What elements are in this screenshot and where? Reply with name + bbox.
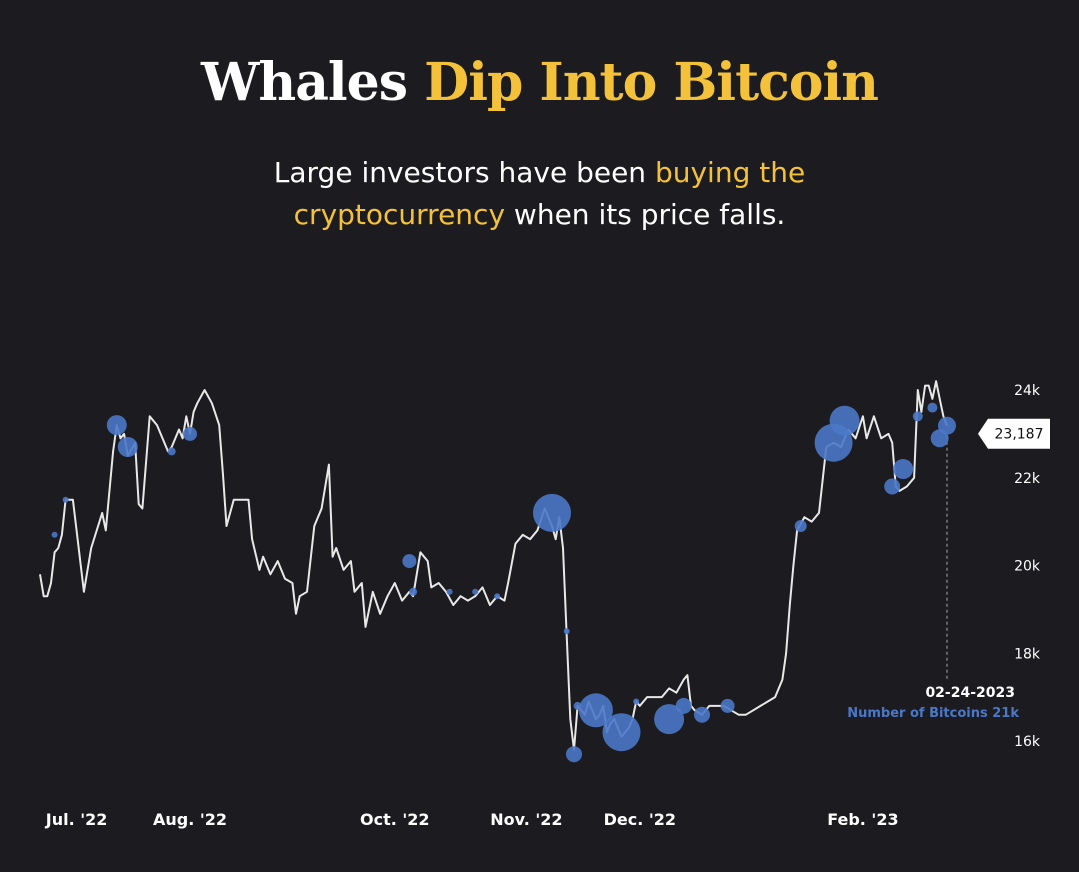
whale-bubble <box>912 411 923 422</box>
whale-bubble <box>117 437 138 457</box>
annotation-bitcoin-count: Number of Bitcoins 21k <box>847 706 1019 721</box>
whale-bubble <box>654 704 685 735</box>
whale-bubble <box>402 554 417 569</box>
whale-bubble <box>533 493 571 532</box>
title-part-gold: Dip Into Bitcoin <box>424 52 879 113</box>
whale-bubble <box>694 706 710 723</box>
callout-value: 23,187 <box>995 427 1044 443</box>
whale-bubble <box>578 693 613 728</box>
whale-bubble <box>602 713 641 752</box>
whale-bubble <box>563 628 570 635</box>
y-tick-label: 22k <box>1014 471 1041 487</box>
x-tick-label: Nov. '22 <box>490 810 562 829</box>
whale-bubble <box>794 520 807 532</box>
subtitle-part-2: when its price falls. <box>513 198 786 231</box>
y-tick-label: 18k <box>1014 646 1041 662</box>
x-tick-label: Dec. '22 <box>604 810 676 829</box>
whale-bubble <box>893 459 914 479</box>
subtitle-highlight-1: buying the <box>654 156 806 189</box>
x-tick-label: Aug. '22 <box>153 810 227 829</box>
whale-bubble <box>494 593 501 600</box>
y-axis-ticks: 24k 22k 20k 18k 16k <box>1014 383 1041 750</box>
subtitle-highlight-2: cryptocurrency <box>293 198 506 231</box>
price-series-line <box>39 380 948 751</box>
subtitle-part-1: Large investors have been <box>273 156 647 189</box>
whale-bubble <box>938 416 956 435</box>
whale-bubble <box>62 496 69 503</box>
whale-bubble <box>167 447 176 456</box>
callout-box <box>978 418 1050 449</box>
whale-bubbles <box>51 402 956 763</box>
whale-bubble <box>106 415 127 436</box>
x-tick-label: Feb. '23 <box>827 810 898 829</box>
whale-bubble <box>409 587 418 596</box>
title-part-white: Whales <box>200 52 408 113</box>
y-tick-label: 24k <box>1014 383 1041 399</box>
whale-bubble <box>472 588 479 595</box>
whale-bubble <box>829 405 860 436</box>
whale-bubble <box>183 426 197 441</box>
whale-bubble <box>927 402 938 413</box>
whale-bubble <box>566 746 582 763</box>
y-tick-label: 20k <box>1014 559 1041 575</box>
x-axis-ticks: Jul. '22 Aug. '22 Oct. '22 Nov. '22 Dec. '22… <box>45 810 899 829</box>
whale-bubble <box>884 478 901 495</box>
whale-bubble <box>720 698 735 713</box>
x-tick-label: Jul. '22 <box>45 810 108 829</box>
whale-bubble <box>446 588 453 595</box>
whale-bubble <box>633 698 640 705</box>
current-price-callout: 23,187 <box>978 418 1050 449</box>
whale-bubble <box>675 697 692 714</box>
annotation-date: 02-24-2023 <box>925 685 1015 701</box>
x-tick-label: Oct. '22 <box>360 810 430 829</box>
y-tick-label: 16k <box>1014 734 1041 750</box>
chart-title: Whales Dip Into Bitcoin <box>0 52 1079 113</box>
whale-bubble <box>51 531 58 538</box>
chart-subtitle: Large investors have been buying the cryp… <box>0 152 1079 236</box>
